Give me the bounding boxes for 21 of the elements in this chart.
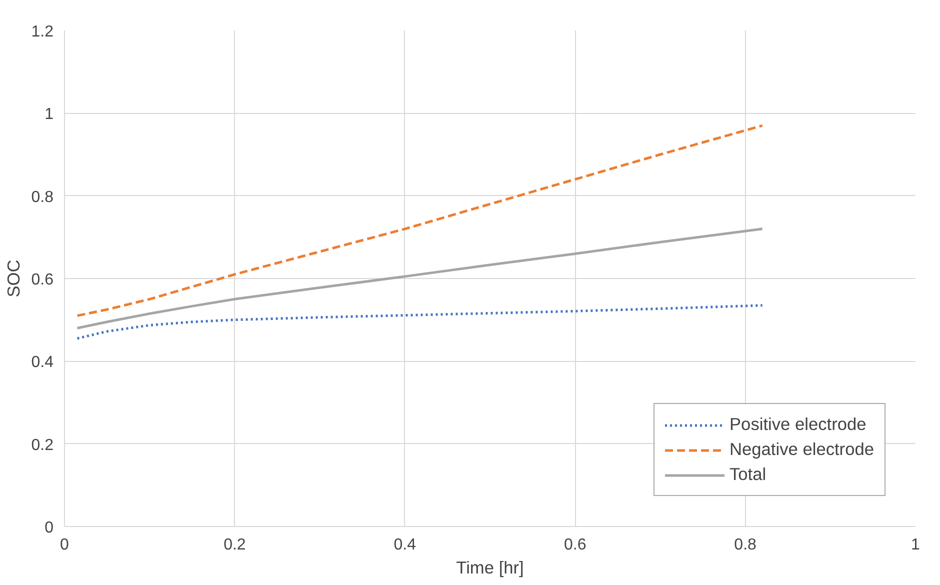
y-tick-label: 1 bbox=[44, 106, 54, 124]
line-series bbox=[76, 228, 764, 330]
x-tick-label: 1 bbox=[911, 536, 920, 554]
y-tick-label: 0.6 bbox=[31, 272, 54, 288]
y-tick-label: 0.2 bbox=[31, 436, 54, 454]
line-series bbox=[76, 304, 764, 340]
y-axis-title: SOC bbox=[3, 260, 24, 298]
x-tick-label: 0.8 bbox=[734, 536, 757, 554]
x-tick-label: 0 bbox=[60, 536, 70, 554]
legend-label: Total bbox=[730, 464, 766, 485]
y-tick-label: 1.2 bbox=[31, 24, 54, 40]
x-tick-label: 0.6 bbox=[564, 536, 586, 554]
y-tick-label: 0.4 bbox=[31, 354, 54, 372]
x-axis-title: Time [hr] bbox=[456, 558, 524, 578]
legend-label: Negative electrode bbox=[730, 439, 874, 460]
x-tick-label: 0.2 bbox=[224, 536, 246, 554]
legend-label: Positive electrode bbox=[730, 414, 866, 435]
x-tick-label: 0.4 bbox=[394, 536, 416, 554]
line-series bbox=[76, 124, 764, 317]
y-tick-label: 0.8 bbox=[31, 188, 54, 206]
y-tick-label: 0 bbox=[44, 520, 54, 536]
